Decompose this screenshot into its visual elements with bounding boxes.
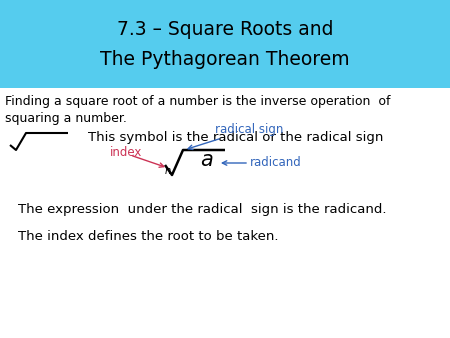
Text: The Pythagorean Theorem: The Pythagorean Theorem — [100, 50, 350, 69]
Bar — [0, 0, 450, 88]
Text: The expression  under the radical  sign is the radicand.: The expression under the radical sign is… — [18, 203, 387, 216]
Text: This symbol is the radical or the radical sign: This symbol is the radical or the radica… — [88, 131, 383, 145]
Text: The index defines the root to be taken.: The index defines the root to be taken. — [18, 230, 279, 243]
Text: $n$: $n$ — [164, 166, 172, 176]
Text: $a$: $a$ — [200, 150, 214, 170]
Text: radical sign: radical sign — [215, 123, 284, 136]
Text: squaring a number.: squaring a number. — [5, 112, 127, 125]
Text: 7.3 – Square Roots and: 7.3 – Square Roots and — [117, 20, 333, 39]
Text: index: index — [110, 146, 142, 160]
Text: radicand: radicand — [250, 156, 302, 169]
Text: Finding a square root of a number is the inverse operation  of: Finding a square root of a number is the… — [5, 95, 391, 108]
